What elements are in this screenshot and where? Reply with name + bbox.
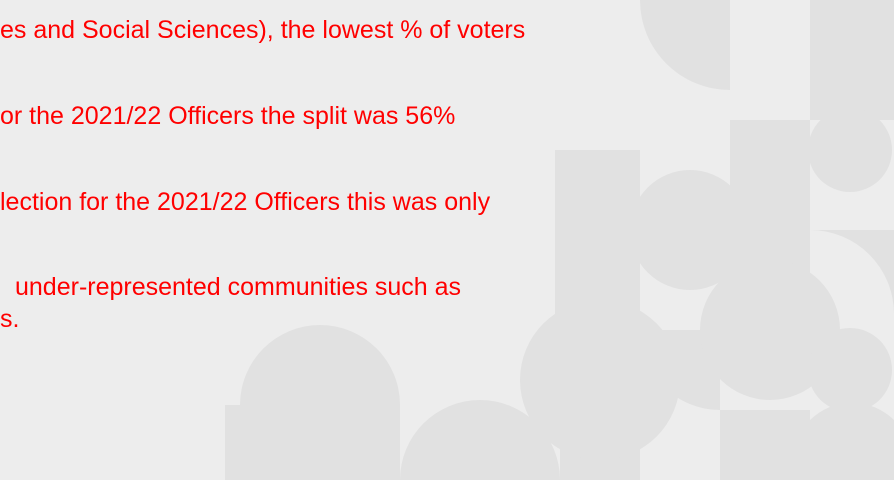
body-text: lection for the 2021/22 Officers this wa… (0, 187, 490, 217)
body-text: or the 2021/22 Officers the split was 56… (0, 101, 455, 131)
body-text: s. (0, 304, 19, 334)
body-text: under-represented communities such as (15, 272, 461, 302)
background-shapes (0, 0, 894, 480)
slide: es and Social Sciences), the lowest % of… (0, 0, 894, 480)
body-text: es and Social Sciences), the lowest % of… (0, 15, 525, 45)
